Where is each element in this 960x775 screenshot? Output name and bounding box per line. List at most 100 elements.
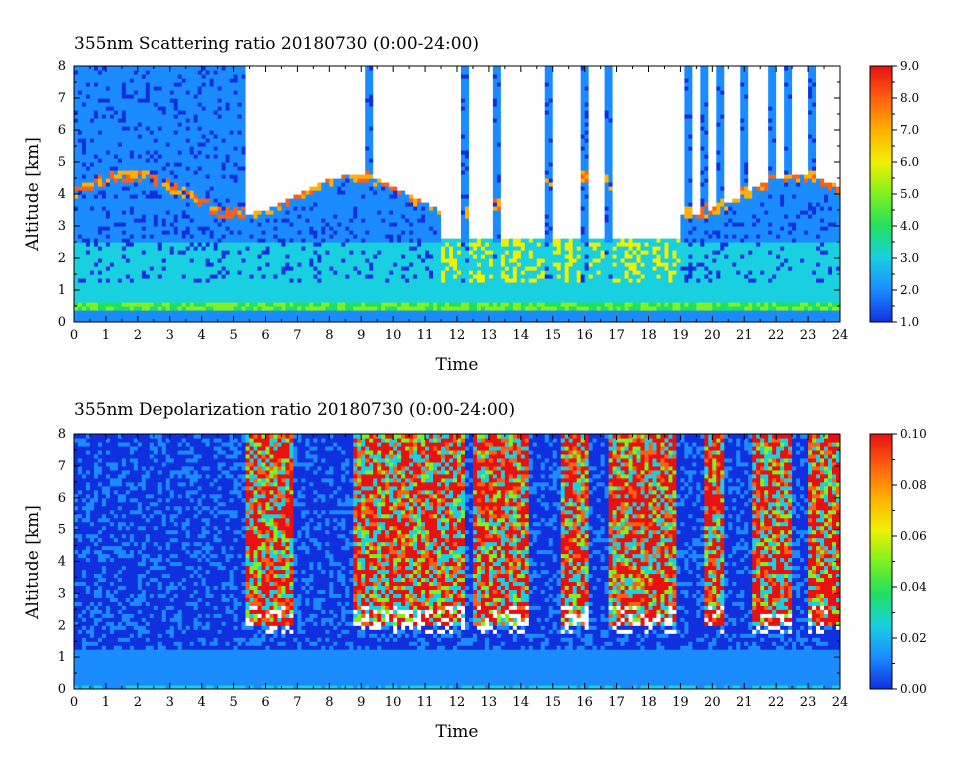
heatmap-cell: [266, 226, 271, 231]
heatmap-cell: [301, 310, 306, 315]
heatmap-cell: [269, 290, 274, 295]
heatmap-cell: [377, 262, 382, 267]
heatmap-cell: [369, 74, 374, 79]
heatmap-cell: [182, 114, 187, 119]
heatmap-cell: [150, 190, 155, 195]
heatmap-cell: [333, 66, 338, 71]
heatmap-cell: [122, 298, 127, 303]
heatmap-cell: [258, 182, 263, 187]
heatmap-cell: [110, 154, 115, 159]
heatmap-cell: [82, 126, 87, 131]
heatmap-cell: [90, 294, 95, 299]
heatmap-cell: [126, 218, 131, 223]
heatmap-cell: [289, 66, 294, 71]
heatmap-cell: [186, 218, 191, 223]
heatmap-cell: [289, 194, 294, 199]
heatmap-cell: [301, 154, 306, 159]
heatmap-cell: [94, 310, 99, 315]
heatmap-cell: [325, 162, 330, 167]
heatmap-cell: [122, 110, 127, 115]
heatmap-cell: [258, 106, 263, 111]
heatmap-cell: [218, 86, 223, 91]
heatmap-cell: [198, 166, 203, 171]
heatmap-cell: [186, 114, 191, 119]
heatmap-cell: [142, 86, 147, 91]
heatmap-cell: [118, 254, 123, 259]
heatmap-cell: [266, 78, 271, 83]
heatmap-cell: [277, 306, 282, 311]
heatmap-cell: [186, 90, 191, 95]
heatmap-cell: [170, 234, 175, 239]
heatmap-cell: [110, 246, 115, 251]
heatmap-cell: [381, 102, 386, 107]
heatmap-cell: [361, 102, 366, 107]
heatmap-cell: [254, 294, 259, 299]
heatmap-cell: [238, 234, 243, 239]
heatmap-cell: [226, 230, 231, 235]
heatmap-cell: [333, 294, 338, 299]
heatmap-cell: [321, 290, 326, 295]
heatmap-cell: [325, 206, 330, 211]
heatmap-cell: [222, 70, 227, 75]
heatmap-cell: [218, 78, 223, 83]
heatmap-cell: [142, 254, 147, 259]
heatmap-cell: [266, 314, 271, 319]
heatmap-cell: [126, 294, 131, 299]
heatmap-cell: [297, 82, 302, 87]
heatmap-cell: [333, 286, 338, 291]
heatmap-cell: [178, 146, 183, 151]
heatmap-cell: [337, 118, 342, 123]
heatmap-cell: [313, 262, 318, 267]
heatmap-cell: [289, 82, 294, 87]
heatmap-cell: [178, 174, 183, 179]
heatmap-cell: [158, 250, 163, 255]
heatmap-cell: [317, 274, 322, 279]
heatmap-cell: [254, 202, 259, 207]
heatmap-cell: [269, 246, 274, 251]
heatmap-cell: [226, 126, 231, 131]
heatmap-cell: [321, 138, 326, 143]
heatmap-cell: [254, 210, 259, 215]
heatmap-cell: [170, 90, 175, 95]
heatmap-cell: [321, 90, 326, 95]
heatmap-cell: [242, 294, 247, 299]
heatmap-cell: [297, 294, 302, 299]
heatmap-cell: [297, 162, 302, 167]
heatmap-cell: [206, 234, 211, 239]
heatmap-cell: [377, 294, 382, 299]
heatmap-cell: [353, 118, 358, 123]
heatmap-cell: [289, 238, 294, 243]
heatmap-cell: [309, 146, 314, 151]
heatmap-cell: [186, 102, 191, 107]
heatmap-cell: [118, 138, 123, 143]
heatmap-cell: [357, 78, 362, 83]
heatmap-cell: [190, 198, 195, 203]
heatmap-cell: [281, 174, 286, 179]
heatmap-cell: [138, 122, 143, 127]
heatmap-cell: [94, 222, 99, 227]
heatmap-cell: [266, 70, 271, 75]
heatmap-cell: [254, 290, 259, 295]
heatmap-cell: [122, 90, 127, 95]
heatmap-cell: [102, 130, 107, 135]
heatmap-cell: [122, 134, 127, 139]
heatmap-cell: [214, 246, 219, 251]
heatmap-cell: [86, 158, 91, 163]
heatmap-cell: [325, 134, 330, 139]
heatmap-cell: [114, 66, 119, 71]
heatmap-cell: [357, 162, 362, 167]
heatmap-cell: [361, 282, 366, 287]
heatmap-cell: [361, 126, 366, 131]
heatmap-cell: [178, 74, 183, 79]
heatmap-cell: [218, 198, 223, 203]
heatmap-cell: [238, 102, 243, 107]
scattering-heatmap: [74, 66, 841, 323]
heatmap-cell: [138, 286, 143, 291]
heatmap-cell: [130, 70, 135, 75]
heatmap-cell: [102, 182, 107, 187]
heatmap-cell: [186, 158, 191, 163]
heatmap-cell: [94, 114, 99, 119]
heatmap-cell: [325, 110, 330, 115]
heatmap-cell: [158, 298, 163, 303]
heatmap-cell: [269, 254, 274, 259]
